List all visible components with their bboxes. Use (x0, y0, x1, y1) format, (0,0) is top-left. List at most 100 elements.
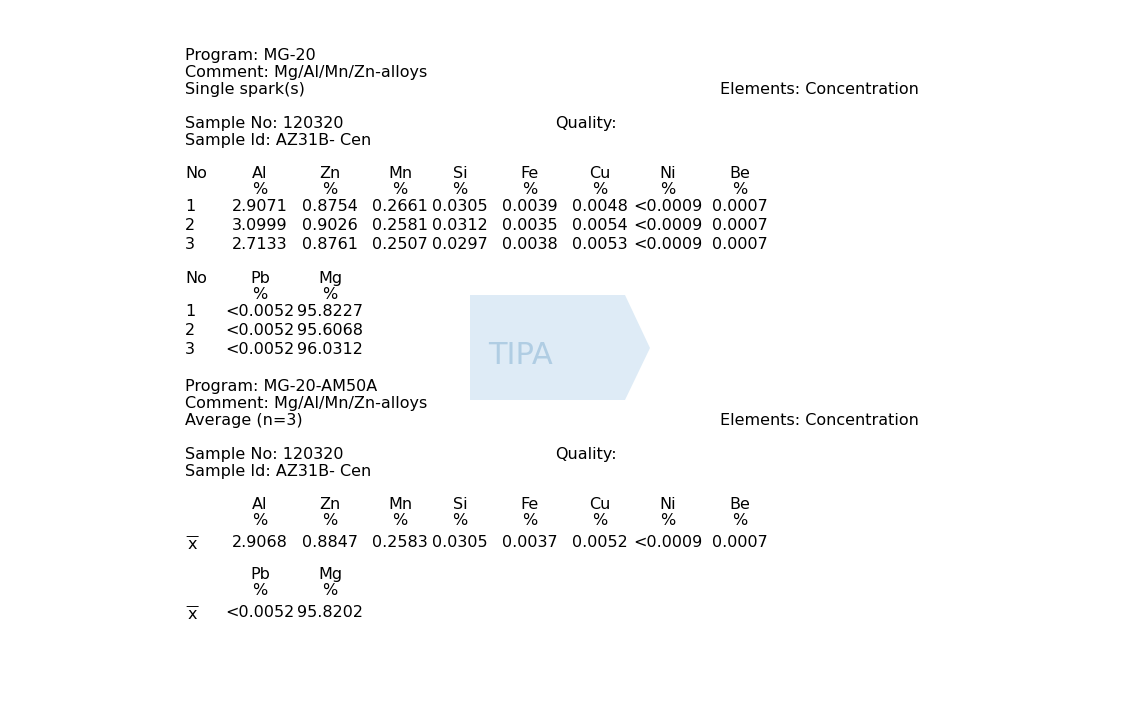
Text: Al: Al (252, 497, 268, 512)
Text: <0.0052: <0.0052 (226, 342, 295, 357)
Text: Be: Be (729, 497, 751, 512)
Text: Al: Al (252, 166, 268, 181)
Text: 0.8847: 0.8847 (301, 535, 358, 550)
Text: <0.0009: <0.0009 (633, 199, 702, 214)
Text: 0.0297: 0.0297 (432, 237, 488, 252)
Text: Sample No: 120320: Sample No: 120320 (185, 447, 343, 462)
Text: Ni: Ni (659, 497, 676, 512)
Text: 3.0999: 3.0999 (233, 218, 288, 233)
Text: 0.0053: 0.0053 (572, 237, 628, 252)
Text: Mg: Mg (318, 271, 342, 286)
Text: Sample No: 120320: Sample No: 120320 (185, 116, 343, 131)
Text: 0.2583: 0.2583 (373, 535, 428, 550)
Text: No: No (185, 166, 207, 181)
Text: Zn: Zn (320, 497, 341, 512)
Text: <0.0052: <0.0052 (226, 605, 295, 620)
Text: Cu: Cu (589, 497, 611, 512)
Text: <0.0009: <0.0009 (633, 535, 702, 550)
Text: Sample Id: AZ31B- Cen: Sample Id: AZ31B- Cen (185, 133, 371, 148)
Text: 0.8761: 0.8761 (301, 237, 358, 252)
Text: Mn: Mn (388, 497, 412, 512)
Text: 2.9068: 2.9068 (233, 535, 288, 550)
Text: %: % (453, 513, 467, 528)
Text: Quality:: Quality: (555, 116, 616, 131)
Text: %: % (253, 513, 268, 528)
Text: Be: Be (729, 166, 751, 181)
Text: Pb: Pb (250, 567, 270, 582)
Text: 0.2581: 0.2581 (371, 218, 428, 233)
Text: 0.2661: 0.2661 (373, 199, 428, 214)
Text: %: % (593, 182, 607, 197)
Text: 0.0007: 0.0007 (712, 535, 768, 550)
Text: Program: MG-20-AM50A: Program: MG-20-AM50A (185, 379, 377, 394)
Text: %: % (523, 513, 537, 528)
Text: —: — (185, 530, 199, 543)
Text: x: x (187, 537, 196, 552)
Text: 0.0039: 0.0039 (502, 199, 558, 214)
Text: %: % (733, 182, 747, 197)
Text: %: % (253, 583, 268, 598)
Text: Elements: Concentration: Elements: Concentration (720, 413, 919, 428)
Text: 0.2507: 0.2507 (373, 237, 428, 252)
Text: Si: Si (453, 497, 467, 512)
Text: 0.0048: 0.0048 (572, 199, 628, 214)
Text: 0.0038: 0.0038 (502, 237, 558, 252)
Text: %: % (523, 182, 537, 197)
Text: Mg: Mg (318, 567, 342, 582)
Text: Quality:: Quality: (555, 447, 616, 462)
Text: %: % (393, 513, 408, 528)
Text: %: % (323, 287, 338, 302)
Text: 1: 1 (185, 304, 195, 319)
Text: 96.0312: 96.0312 (297, 342, 362, 357)
Text: %: % (733, 513, 747, 528)
Text: %: % (453, 182, 467, 197)
Text: 0.0007: 0.0007 (712, 237, 768, 252)
Text: Sample Id: AZ31B- Cen: Sample Id: AZ31B- Cen (185, 464, 371, 479)
Text: 95.8202: 95.8202 (297, 605, 364, 620)
Text: 0.0305: 0.0305 (432, 535, 488, 550)
Text: TIPA: TIPA (488, 341, 552, 369)
Text: Si: Si (453, 166, 467, 181)
Text: 0.0035: 0.0035 (502, 218, 558, 233)
Text: 0.0007: 0.0007 (712, 218, 768, 233)
Text: 0.0007: 0.0007 (712, 199, 768, 214)
Text: %: % (253, 182, 268, 197)
Text: 95.6068: 95.6068 (297, 323, 364, 338)
Text: %: % (593, 513, 607, 528)
Text: %: % (660, 182, 675, 197)
Text: <0.0052: <0.0052 (226, 304, 295, 319)
Text: %: % (253, 287, 268, 302)
Text: <0.0009: <0.0009 (633, 237, 702, 252)
Text: Cu: Cu (589, 166, 611, 181)
Text: 1: 1 (185, 199, 195, 214)
Text: %: % (660, 513, 675, 528)
Text: <0.0052: <0.0052 (226, 323, 295, 338)
Text: 2.9071: 2.9071 (233, 199, 288, 214)
Text: %: % (323, 583, 338, 598)
Text: Zn: Zn (320, 166, 341, 181)
Text: Comment: Mg/Al/Mn/Zn-alloys: Comment: Mg/Al/Mn/Zn-alloys (185, 65, 427, 80)
Text: x: x (187, 607, 196, 622)
Text: 0.8754: 0.8754 (303, 199, 358, 214)
Text: 0.9026: 0.9026 (303, 218, 358, 233)
Text: Ni: Ni (659, 166, 676, 181)
Text: 95.8227: 95.8227 (297, 304, 364, 319)
Text: Comment: Mg/Al/Mn/Zn-alloys: Comment: Mg/Al/Mn/Zn-alloys (185, 396, 427, 411)
Text: 2: 2 (185, 323, 195, 338)
Text: 3: 3 (185, 342, 195, 357)
Text: Fe: Fe (520, 497, 540, 512)
Text: %: % (323, 182, 338, 197)
Text: 0.0052: 0.0052 (572, 535, 628, 550)
Text: Average (n=3): Average (n=3) (185, 413, 303, 428)
Text: 0.0312: 0.0312 (432, 218, 488, 233)
Text: Program: MG-20: Program: MG-20 (185, 48, 316, 63)
Text: %: % (393, 182, 408, 197)
Text: 3: 3 (185, 237, 195, 252)
Text: Pb: Pb (250, 271, 270, 286)
Text: Mn: Mn (388, 166, 412, 181)
Text: 2: 2 (185, 218, 195, 233)
Text: Elements: Concentration: Elements: Concentration (720, 82, 919, 97)
Text: No: No (185, 271, 207, 286)
Text: Fe: Fe (520, 166, 540, 181)
Text: 0.0037: 0.0037 (502, 535, 558, 550)
